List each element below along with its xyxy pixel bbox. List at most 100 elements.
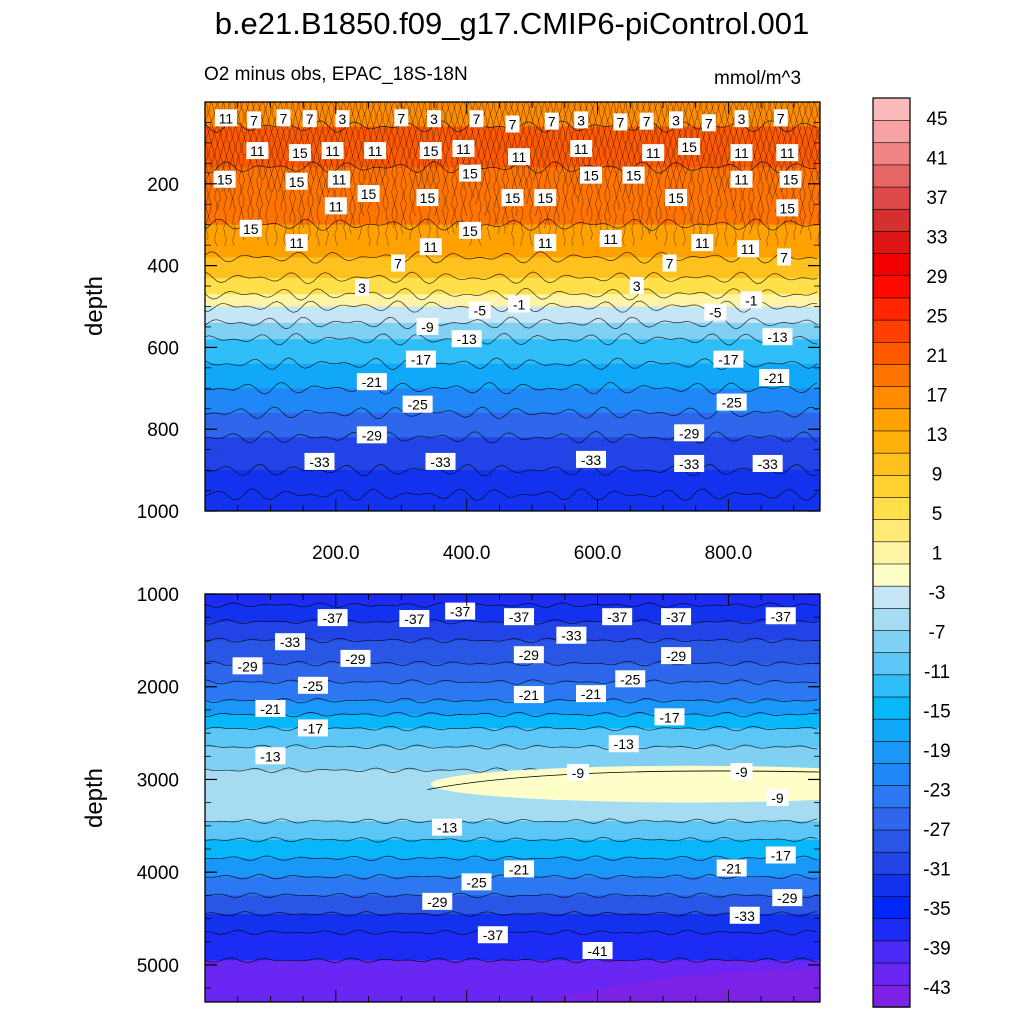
upper-contour-label-box xyxy=(716,393,747,411)
lower-contour-label-text: -9 xyxy=(735,764,748,780)
upper-contour-label-box xyxy=(713,350,744,368)
upper-noise-contour xyxy=(748,102,752,235)
lower-contour-label-text: -29 xyxy=(237,658,257,674)
upper-contour-label: -1 xyxy=(740,291,763,309)
lower-contour-label-text: -29 xyxy=(777,890,797,906)
upper-contour-label-text: -25 xyxy=(408,397,428,413)
lower-contour-label-box xyxy=(766,789,789,806)
upper-contour-label-box xyxy=(239,219,262,237)
colorbar-swatch xyxy=(872,230,911,254)
lower-contour-label: -37 xyxy=(477,926,508,944)
colorbar-swatch xyxy=(872,940,911,964)
upper-contour-label: -33 xyxy=(576,450,607,468)
upper-contour-label-box xyxy=(246,142,269,160)
lower-contour-label: -29 xyxy=(340,649,371,667)
lower-contour-label-text: -17 xyxy=(771,847,791,863)
lower-contour-label-box xyxy=(772,889,803,907)
upper-contour-line xyxy=(205,271,818,285)
colorbar-swatch xyxy=(872,341,911,365)
lower-contour-label-box xyxy=(513,646,544,664)
upper-contour-label-text: 15 xyxy=(583,168,599,184)
lower-contour-label-box xyxy=(422,892,453,910)
lower-band xyxy=(205,700,820,716)
upper-contour-label-text: 15 xyxy=(783,172,799,188)
lower-contour-line xyxy=(205,837,818,843)
upper-noise-contour xyxy=(520,102,524,247)
upper-contour-label-box xyxy=(534,234,557,252)
upper-contour-label-text: 15 xyxy=(681,139,697,155)
upper-noise-contour xyxy=(442,102,446,229)
upper-noise-contour xyxy=(499,102,503,151)
lower-contour-line xyxy=(205,818,818,824)
upper-contour-label-text: 7 xyxy=(280,110,288,126)
lower-band xyxy=(205,621,820,641)
lower-band xyxy=(205,876,820,896)
upper-contour-label: 7 xyxy=(701,114,716,132)
upper-band xyxy=(205,322,820,340)
upper-contour-label-box xyxy=(505,115,520,133)
upper-x-tick-label: 400.0 xyxy=(443,543,491,564)
upper-contour-label: 11 xyxy=(285,234,308,252)
upper-contour-label: 15 xyxy=(416,189,439,207)
upper-contour-label-box xyxy=(213,170,236,188)
lower-contour-label: -33 xyxy=(729,906,760,924)
lower-contour-label-box xyxy=(504,860,535,878)
upper-contour-label: 11 xyxy=(246,142,269,160)
upper-noise-contour xyxy=(601,102,605,157)
upper-contour-label-box xyxy=(285,172,308,190)
upper-contour-label-box xyxy=(419,142,442,160)
upper-noise-contour xyxy=(619,102,623,193)
upper-contour-label-text: 7 xyxy=(397,110,405,126)
colorbar-label: 37 xyxy=(926,188,947,209)
upper-band xyxy=(205,494,820,511)
upper-band xyxy=(205,306,820,324)
lower-contour-line xyxy=(205,711,818,718)
lower-band xyxy=(205,839,820,859)
upper-noise-contour xyxy=(271,102,275,193)
upper-contour-label: 11 xyxy=(508,148,531,166)
colorbar-swatch xyxy=(872,807,911,831)
colorbar-label: -43 xyxy=(923,978,950,999)
colorbar-swatch xyxy=(872,718,911,742)
colorbar-label: -39 xyxy=(923,939,950,960)
upper-contour-label-text: 15 xyxy=(217,172,233,188)
upper-contour-label: 3 xyxy=(629,277,644,295)
upper-contour-label-text: 7 xyxy=(780,249,788,265)
upper-contour-label: 15 xyxy=(776,199,799,217)
upper-noise-contour xyxy=(721,102,725,193)
upper-noise-contour xyxy=(235,102,239,175)
upper-contour-label-text: 7 xyxy=(548,114,556,130)
lower-y-tick-label: 4000 xyxy=(137,863,179,884)
lower-contour-line xyxy=(205,892,818,899)
upper-contour-label-text: 11 xyxy=(332,172,347,188)
upper-contour-label-box xyxy=(599,230,622,248)
upper-contour-label-text: -1 xyxy=(513,296,526,312)
upper-contour-label-text: 11 xyxy=(325,143,340,159)
upper-band xyxy=(205,470,820,496)
upper-noise-contour xyxy=(445,102,449,235)
lower-contour-label: -29 xyxy=(772,889,803,907)
upper-noise-contour xyxy=(385,102,389,247)
upper-contour-label: 7 xyxy=(469,110,484,128)
upper-noise-contour xyxy=(799,102,803,235)
upper-contour-label-text: 3 xyxy=(738,111,746,127)
upper-contour-label-box xyxy=(704,303,727,321)
upper-contour-label-text: 11 xyxy=(219,110,234,126)
lower-contour-line xyxy=(205,697,818,704)
upper-contour-label: 3 xyxy=(426,110,441,128)
lower-contour-line xyxy=(205,855,818,861)
upper-contour-label-text: -9 xyxy=(421,319,434,335)
upper-contour-label-text: 3 xyxy=(430,111,438,127)
lower-band xyxy=(205,594,820,606)
lower-contour-label-text: -25 xyxy=(303,678,323,694)
lower-contour-label-text: -13 xyxy=(437,820,457,836)
upper-contour-label-box xyxy=(730,170,753,188)
upper-contour-label-text: 3 xyxy=(338,111,346,127)
upper-contour-label-box xyxy=(335,110,350,128)
colorbar-swatch xyxy=(872,186,911,210)
upper-noise-contour xyxy=(661,102,665,175)
upper-contour-label-box xyxy=(416,317,439,335)
lower-contour-label: -21 xyxy=(504,860,535,878)
